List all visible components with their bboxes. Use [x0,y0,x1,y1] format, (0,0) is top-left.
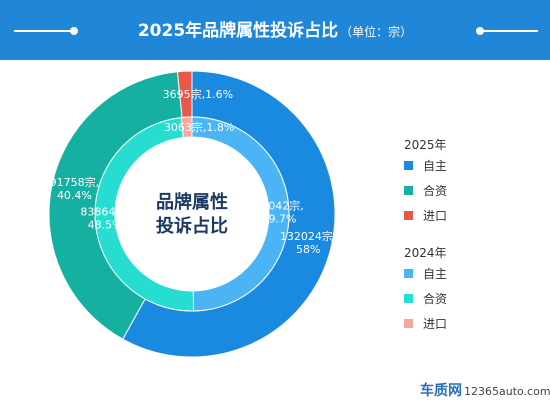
title-decor-line-right [478,30,538,32]
outer-data-label-hezi: 91758宗, 40.4% [50,175,100,202]
title-decor-dot-left [70,27,78,35]
legend-swatch [404,210,413,220]
legend-label: 合资 [423,291,448,306]
title-bar: 2025年品牌属性投诉占比 （单位：宗） [0,0,550,60]
legend-title-2025: 2025年 [404,138,447,152]
inner-data-label-jinkou: 3063宗,1.8% [164,120,234,134]
legend-label: 自主 [423,158,448,173]
legend-swatch [404,185,413,195]
legend-label: 合资 [423,183,448,198]
legend-item-2025-jinkou: 进口 [404,207,447,223]
legend-swatch [404,268,413,278]
title-decor-line-left [14,30,74,32]
center-label-line-1: 品牌属性 [156,191,228,213]
legend-title-2024: 2024年 [404,246,447,260]
legend-label: 进口 [423,208,448,223]
legend-swatch [404,318,413,328]
legend-item-2025-hezi: 合资 [404,182,447,198]
donut-center [115,137,269,291]
chart-title: 2025年品牌属性投诉占比 （单位：宗） [0,16,550,41]
title-decor-dot-right [476,27,484,35]
inner-data-label-hezi: 83864宗, 48.5% [80,205,130,232]
legend-item-2024-jinkou: 进口 [404,315,447,331]
legend-label: 自主 [423,266,448,281]
watermark: 车质网 12365auto.com [420,380,550,400]
legend-item-2025-zizhu: 自主 [404,157,447,173]
watermark-url: 12365auto.com [464,385,550,398]
outer-data-label-jinkou: 3695宗,1.6% [163,87,233,101]
outer-data-label-zizhu: 132024宗, 58% [280,229,337,256]
legend-swatch [404,293,413,303]
legend-item-2024-hezi: 合资 [404,290,447,306]
center-label-line-2: 投诉占比 [156,215,228,237]
legend-swatch [404,160,413,170]
legend-label: 进口 [423,316,448,331]
donut-chart: 品牌属性投诉占比 132024宗, 58% 91758宗, 40.4% 3695宗,1.6… [48,70,337,358]
legend-item-2024-zizhu: 自主 [404,265,447,281]
chart-unit: （单位：宗） [340,25,413,39]
watermark-brand: 车质网 [420,383,462,399]
chart-title-text: 2025年品牌属性投诉占比 [137,21,339,41]
inner-data-label-zizhu: 86042宗, 49.7% [254,198,304,225]
